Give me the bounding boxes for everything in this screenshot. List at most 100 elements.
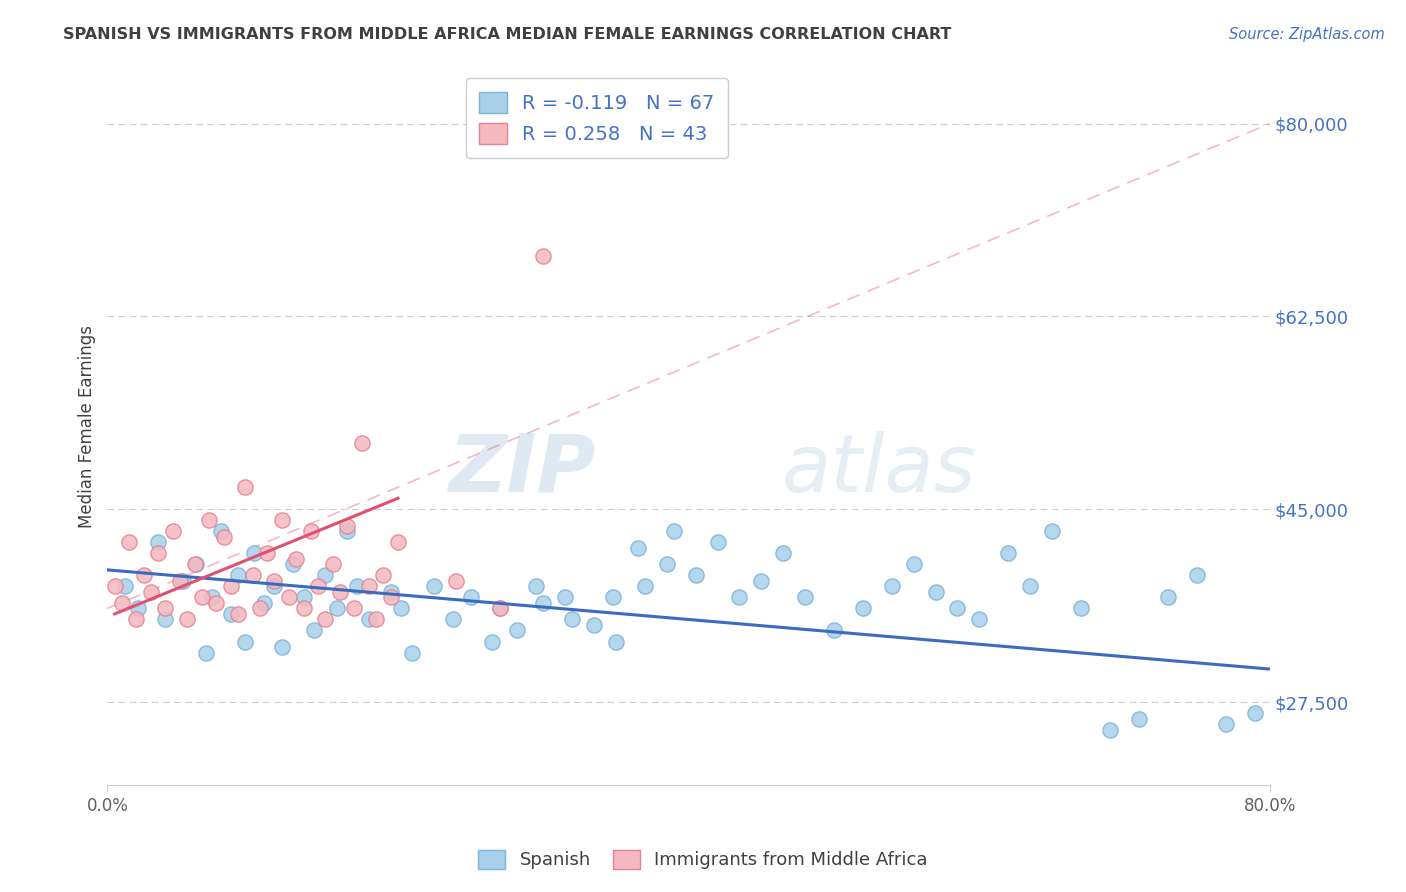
- Point: [423, 579, 446, 593]
- Point: [132, 568, 155, 582]
- Point: [299, 524, 322, 539]
- Point: [176, 612, 198, 626]
- Point: [346, 579, 368, 593]
- Point: [634, 579, 657, 593]
- Point: [350, 436, 373, 450]
- Point: [793, 591, 815, 605]
- Point: [148, 535, 170, 549]
- Point: [481, 634, 503, 648]
- Point: [314, 612, 336, 626]
- Point: [314, 568, 336, 582]
- Point: [531, 249, 554, 263]
- Point: [235, 634, 257, 648]
- Point: [195, 646, 218, 660]
- Point: [226, 568, 249, 582]
- Point: [706, 535, 728, 549]
- Point: [326, 601, 349, 615]
- Point: [212, 530, 235, 544]
- Point: [155, 612, 177, 626]
- Point: [488, 601, 510, 615]
- Point: [662, 524, 685, 539]
- Point: [191, 591, 214, 605]
- Text: Source: ZipAtlas.com: Source: ZipAtlas.com: [1229, 27, 1385, 42]
- Point: [118, 535, 141, 549]
- Point: [488, 601, 510, 615]
- Point: [219, 579, 242, 593]
- Legend: R = -0.119   N = 67, R = 0.258   N = 43: R = -0.119 N = 67, R = 0.258 N = 43: [465, 78, 728, 158]
- Point: [852, 601, 875, 615]
- Point: [249, 601, 271, 615]
- Point: [322, 558, 344, 572]
- Point: [253, 596, 276, 610]
- Point: [336, 518, 359, 533]
- Text: SPANISH VS IMMIGRANTS FROM MIDDLE AFRICA MEDIAN FEMALE EARNINGS CORRELATION CHAR: SPANISH VS IMMIGRANTS FROM MIDDLE AFRICA…: [63, 27, 952, 42]
- Point: [444, 574, 467, 588]
- Point: [1070, 601, 1092, 615]
- Y-axis label: Median Female Earnings: Median Female Earnings: [79, 326, 96, 528]
- Point: [114, 579, 136, 593]
- Point: [602, 591, 624, 605]
- Point: [125, 612, 148, 626]
- Point: [389, 601, 412, 615]
- Point: [380, 585, 402, 599]
- Point: [198, 513, 221, 527]
- Point: [924, 585, 946, 599]
- Point: [583, 618, 606, 632]
- Point: [749, 574, 772, 588]
- Point: [292, 591, 315, 605]
- Point: [219, 607, 242, 621]
- Point: [183, 558, 205, 572]
- Point: [343, 601, 366, 615]
- Point: [524, 579, 547, 593]
- Point: [967, 612, 990, 626]
- Point: [1040, 524, 1063, 539]
- Point: [441, 612, 464, 626]
- Point: [366, 612, 388, 626]
- Point: [155, 601, 177, 615]
- Point: [655, 558, 678, 572]
- Legend: Spanish, Immigrants from Middle Africa: Spanish, Immigrants from Middle Africa: [470, 840, 936, 879]
- Point: [728, 591, 751, 605]
- Point: [235, 480, 257, 494]
- Point: [263, 574, 285, 588]
- Point: [531, 596, 554, 610]
- Point: [357, 579, 380, 593]
- Point: [357, 612, 380, 626]
- Point: [283, 558, 305, 572]
- Point: [1185, 568, 1208, 582]
- Point: [506, 624, 529, 638]
- Point: [242, 568, 264, 582]
- Point: [627, 541, 650, 555]
- Point: [209, 524, 232, 539]
- Point: [605, 634, 627, 648]
- Point: [1128, 712, 1150, 726]
- Point: [1215, 717, 1237, 731]
- Point: [380, 591, 402, 605]
- Point: [127, 601, 149, 615]
- Point: [278, 591, 301, 605]
- Point: [205, 596, 228, 610]
- Point: [946, 601, 969, 615]
- Point: [554, 591, 576, 605]
- Point: [263, 579, 285, 593]
- Point: [307, 579, 329, 593]
- Point: [162, 524, 184, 539]
- Point: [148, 546, 170, 560]
- Point: [903, 558, 925, 572]
- Point: [172, 574, 194, 588]
- Point: [169, 574, 191, 588]
- Point: [1098, 723, 1121, 737]
- Point: [139, 585, 162, 599]
- Point: [243, 546, 266, 560]
- Point: [880, 579, 903, 593]
- Point: [387, 535, 409, 549]
- Point: [772, 546, 794, 560]
- Point: [561, 612, 583, 626]
- Point: [1157, 591, 1180, 605]
- Point: [302, 624, 325, 638]
- Point: [373, 568, 395, 582]
- Text: ZIP: ZIP: [449, 431, 596, 508]
- Text: atlas: atlas: [782, 431, 976, 508]
- Point: [401, 646, 423, 660]
- Point: [270, 513, 292, 527]
